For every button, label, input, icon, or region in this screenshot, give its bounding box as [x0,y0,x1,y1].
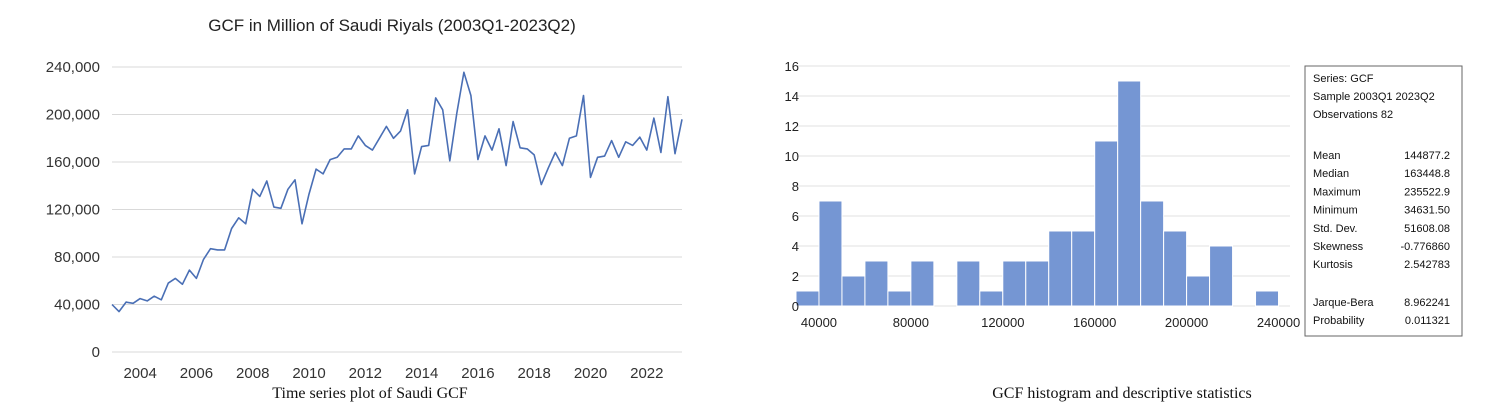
line-x-tick-label: 2008 [236,365,269,382]
histogram-bars [795,80,1280,307]
histogram-x-axis: 40000 80000 120000 160000 200000 240000 [801,315,1300,330]
histogram-x-tick-label: 160000 [1073,315,1116,330]
line-gridlines [112,66,682,353]
histogram-bar [818,200,843,307]
histogram-x-tick-label: 240000 [1257,315,1300,330]
stats-box-border [1304,65,1463,337]
histogram-x-tick-label: 80000 [893,315,929,330]
histogram-bar [1048,230,1073,307]
stats-value: 8.962241 [1404,297,1450,309]
histogram-y-tick-label: 14 [785,89,799,104]
histogram-bar [1255,290,1280,307]
line-chart-caption: Time series plot of Saudi GCF [272,385,468,402]
histogram-y-tick-label: 10 [785,149,799,164]
histogram-y-tick-label: 2 [792,269,799,284]
histogram-y-tick-label: 0 [792,299,799,314]
histogram-caption: GCF histogram and descriptive statistics [992,385,1252,402]
stats-observations: Observations 82 [1313,109,1393,121]
line-x-tick-label: 2010 [292,365,325,382]
line-x-tick-label: 2006 [180,365,213,382]
line-x-tick-label: 2020 [574,365,607,382]
line-y-tick-label: 240,000 [46,59,100,76]
histogram-chart: 0 2 4 6 8 10 12 14 16 40000 80000 120000 160000 2000… [785,59,1463,402]
histogram-bar [887,290,912,307]
stats-value: 0.011321 [1405,315,1450,327]
histogram-bar [910,260,935,307]
histogram-y-tick-label: 16 [785,59,799,74]
histogram-y-axis: 0 2 4 6 8 10 12 14 16 [785,59,799,314]
stats-value: 34631.50 [1404,205,1450,217]
histogram-bar [841,275,866,307]
stats-label: Probability [1313,315,1365,327]
stats-value: 235522.9 [1404,186,1450,198]
line-y-axis: 0 40,000 80,000 120,000 160,000 200,000 240,00… [46,59,100,361]
stats-series: Series: GCF [1313,73,1374,85]
stats-label: Minimum [1313,205,1358,217]
histogram-y-tick-label: 12 [785,119,799,134]
stats-sample: Sample 2003Q1 2023Q2 [1313,91,1435,103]
histogram-bar [795,290,820,307]
histogram-bar [1002,260,1027,307]
series-line-gcf [111,71,683,313]
stats-rows: Mean 144877.2 Median 163448.8 Maximum 235522.… [1313,150,1450,271]
histogram-x-tick-label: 200000 [1165,315,1208,330]
histogram-bar [979,290,1004,307]
stats-box: Series: GCF Sample 2003Q1 2023Q2 Observa… [1304,65,1463,337]
histogram-bar [1186,275,1211,307]
stats-jb-rows: Jarque-Bera 8.962241 Probability 0.011321 [1313,297,1450,327]
stats-label: Skewness [1313,241,1364,253]
line-y-tick-label: 80,000 [54,249,100,266]
histogram-x-tick-label: 40000 [801,315,837,330]
stats-value: 144877.2 [1404,150,1450,162]
stats-label: Std. Dev. [1313,223,1357,235]
stats-value: 51608.08 [1404,223,1450,235]
line-x-tick-label: 2022 [630,365,663,382]
line-y-tick-label: 0 [92,344,100,361]
line-series [111,71,683,313]
line-y-tick-label: 200,000 [46,107,100,124]
line-chart: GCF in Million of Saudi Riyals (2003Q1-2… [46,16,683,402]
histogram-bar [1209,245,1234,307]
line-x-tick-label: 2012 [349,365,382,382]
stats-label: Median [1313,168,1349,180]
stats-value: -0.776860 [1400,241,1450,253]
line-x-tick-label: 2016 [461,365,494,382]
stats-label: Jarque-Bera [1313,297,1374,309]
line-x-axis: 2004 2006 2008 2010 2012 2014 2016 2018 2020 2022 [123,365,663,382]
histogram-bar [1094,140,1119,307]
line-y-tick-label: 160,000 [46,154,100,171]
stats-label: Mean [1313,150,1341,162]
line-y-tick-label: 120,000 [46,202,100,219]
histogram-y-tick-label: 6 [792,209,799,224]
histogram-y-tick-label: 8 [792,179,799,194]
stats-label: Kurtosis [1313,259,1353,271]
histogram-bar [1117,80,1142,307]
histogram-bar [1025,260,1050,307]
histogram-x-tick-label: 120000 [981,315,1024,330]
histogram-bar [864,260,889,307]
stats-label: Maximum [1313,186,1361,198]
line-x-tick-label: 2014 [405,365,438,382]
line-y-tick-label: 40,000 [54,297,100,314]
histogram-bar [1071,230,1096,307]
line-x-tick-label: 2004 [123,365,156,382]
line-chart-title: GCF in Million of Saudi Riyals (2003Q1-2… [208,16,576,35]
line-x-tick-label: 2018 [518,365,551,382]
histogram-bar [956,260,981,307]
histogram-bar [1140,200,1165,307]
stats-value: 2.542783 [1404,259,1450,271]
histogram-y-tick-label: 4 [792,239,799,254]
stats-value: 163448.8 [1404,168,1450,180]
histogram-bar [1163,230,1188,307]
